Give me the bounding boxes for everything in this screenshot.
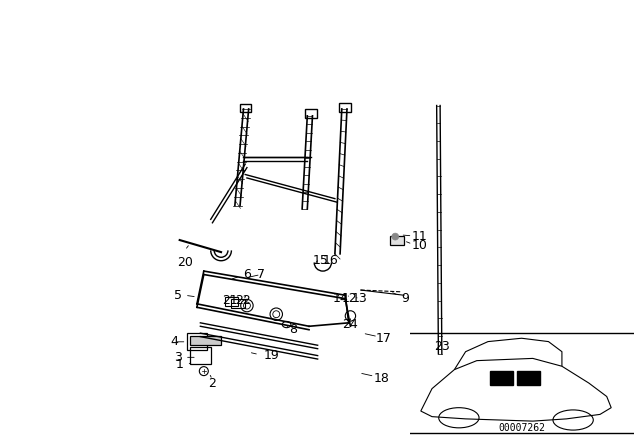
- Bar: [190, 347, 211, 364]
- Bar: [240, 104, 251, 112]
- Bar: [390, 236, 404, 245]
- Text: 18: 18: [374, 372, 389, 385]
- Text: 16: 16: [323, 254, 339, 267]
- Text: 19: 19: [263, 349, 279, 362]
- Text: 23: 23: [434, 340, 450, 353]
- Text: 00007262: 00007262: [498, 423, 545, 433]
- Text: 20: 20: [177, 256, 193, 269]
- Text: 4: 4: [170, 335, 179, 348]
- Bar: [305, 109, 317, 117]
- Text: 10: 10: [412, 239, 428, 252]
- Bar: [490, 371, 513, 385]
- Text: 9: 9: [402, 292, 410, 305]
- Bar: [190, 336, 221, 345]
- Text: 7: 7: [257, 268, 265, 281]
- Bar: [187, 333, 207, 350]
- Text: 5: 5: [174, 289, 182, 302]
- Text: 13: 13: [352, 292, 367, 305]
- Text: 15: 15: [312, 254, 328, 267]
- Text: 8: 8: [289, 323, 298, 336]
- Text: 17: 17: [375, 332, 391, 345]
- Text: 21: 21: [222, 294, 237, 307]
- Bar: [232, 299, 245, 308]
- Text: 12: 12: [342, 292, 358, 305]
- Text: 22: 22: [236, 294, 252, 307]
- Bar: [225, 297, 238, 306]
- Text: 1: 1: [176, 358, 184, 371]
- Bar: [339, 103, 351, 112]
- Text: 6: 6: [243, 268, 251, 281]
- Text: 14: 14: [332, 292, 348, 305]
- Bar: [517, 371, 540, 385]
- Text: 11: 11: [412, 230, 428, 243]
- Text: 2: 2: [209, 377, 216, 390]
- Circle shape: [392, 233, 399, 240]
- Text: 24: 24: [342, 318, 358, 331]
- Text: 3: 3: [174, 351, 182, 364]
